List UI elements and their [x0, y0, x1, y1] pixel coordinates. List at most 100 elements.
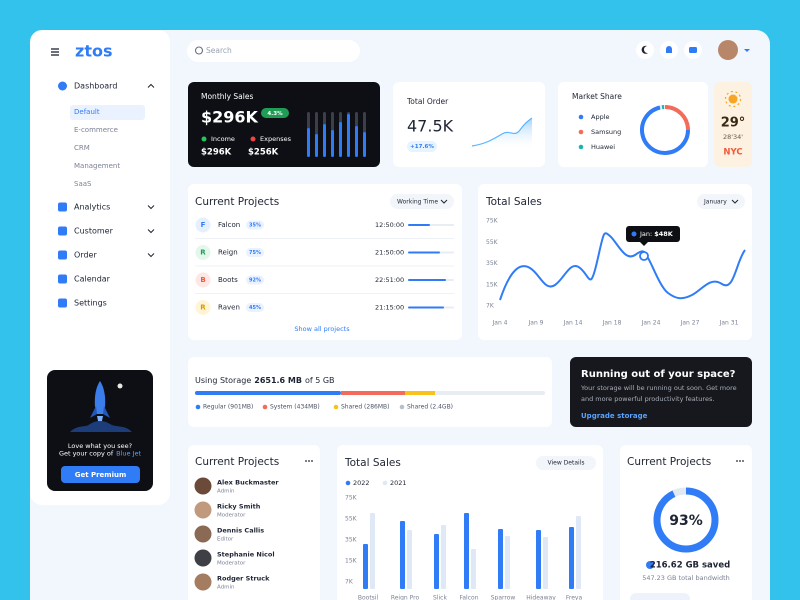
mini-bar	[307, 128, 310, 157]
dot	[736, 460, 738, 462]
progress-fill	[408, 306, 444, 309]
menu-icon	[58, 274, 67, 284]
filter-chevron	[440, 199, 448, 204]
working-time-filter[interactable]	[390, 194, 454, 209]
bar-2022	[464, 513, 469, 589]
button-label[interactable]: Get Premium	[75, 471, 127, 479]
mini-bars	[307, 112, 366, 157]
search-placeholder[interactable]: Search	[206, 46, 232, 55]
progress-fill	[408, 279, 446, 281]
legend-label: Samsung	[591, 128, 621, 136]
menu-icon	[58, 81, 67, 91]
clouds	[70, 421, 132, 432]
card-title: Current Projects	[627, 456, 711, 468]
y-tick-label: 15K	[345, 558, 358, 565]
view-details-button[interactable]	[536, 456, 596, 470]
member-role: Moderator	[217, 561, 246, 567]
theme-button[interactable]	[636, 41, 654, 59]
project-icon	[195, 217, 211, 233]
progress-fill	[408, 224, 430, 226]
project-percent: 75%	[249, 250, 261, 256]
member-role: Admin	[217, 489, 235, 495]
share-ring-apple	[640, 105, 690, 155]
bandwidth-card	[620, 445, 752, 600]
active-item-bg	[70, 105, 145, 120]
label: Monthly Sales	[201, 92, 253, 101]
dot	[739, 460, 741, 462]
bar-2022	[363, 544, 368, 589]
storage-shared	[405, 391, 435, 395]
project-name: Reign	[218, 249, 238, 257]
member-avatar	[194, 525, 212, 543]
menu-icon	[58, 250, 67, 260]
legend-dot	[195, 404, 201, 410]
legend-label: Shared (286MB)	[341, 404, 389, 411]
metric-value: 47.5K	[407, 117, 454, 136]
legend-dot	[578, 114, 584, 120]
y-tick-label: 35K	[486, 260, 499, 267]
card-title: Total Sales	[485, 196, 542, 208]
project-initial: R	[200, 249, 206, 257]
project-time: 21:15:00	[375, 304, 404, 312]
check-icon	[646, 561, 654, 569]
search-icon	[194, 46, 204, 55]
order-sparkline	[471, 117, 533, 147]
link[interactable]: Upgrade storage	[581, 412, 648, 420]
link[interactable]: Show all projects	[294, 325, 350, 333]
project-icon	[195, 272, 211, 288]
sales-bars	[363, 513, 581, 589]
legend-dot	[399, 404, 405, 410]
market-share-card	[558, 82, 708, 167]
menu-item[interactable]: Customer	[74, 227, 114, 236]
submenu-item[interactable]: CRM	[74, 144, 90, 152]
sun-icon	[728, 94, 738, 104]
promo-text: Love what you see?	[68, 442, 132, 450]
mini-bar	[315, 134, 318, 157]
x-tick-label: Jan 31	[719, 320, 739, 327]
submenu-item[interactable]: Default	[74, 108, 100, 116]
bar-2021	[505, 536, 510, 589]
message-icon	[689, 47, 697, 53]
upgrade-title: Running out of your space?	[581, 369, 736, 380]
tooltip-dot	[631, 231, 637, 237]
mini-bar	[363, 132, 366, 157]
promo-text: Get your copy of Blue Jet	[59, 450, 142, 458]
month-filter[interactable]	[697, 194, 745, 209]
menu-item[interactable]: Calendar	[74, 275, 111, 284]
search-box[interactable]	[187, 40, 360, 62]
hover-point[interactable]	[639, 251, 649, 261]
storage-text: Using Storage	[195, 376, 251, 385]
menu-item[interactable]: Dashboard	[74, 82, 117, 91]
submenu-item[interactable]: SaaS	[74, 180, 92, 188]
user-menu-caret[interactable]	[744, 49, 750, 52]
more-menus[interactable]	[305, 460, 744, 462]
x-tick-label: Jan 4	[492, 320, 508, 327]
share-ring-samsung	[664, 105, 690, 131]
hamburger-icon[interactable]	[51, 48, 59, 56]
bar-2022	[569, 527, 574, 589]
y-tick-label: 15K	[486, 281, 499, 288]
submenu-item[interactable]: Management	[74, 162, 120, 170]
user-avatar[interactable]	[718, 40, 738, 60]
filter-label[interactable]: January	[703, 199, 727, 206]
menu-item[interactable]: Analytics	[74, 203, 110, 212]
storage-system	[341, 391, 405, 395]
menu-item[interactable]: Order	[74, 251, 97, 260]
x-tick-label: Sparrow	[491, 595, 516, 600]
y-tick-label: 55K	[486, 239, 499, 246]
member-role: Editor	[217, 537, 234, 543]
logo: ztos	[75, 42, 112, 61]
tooltip-value: $48K	[654, 230, 674, 238]
menu-item[interactable]: Settings	[74, 299, 107, 308]
submenu-item[interactable]: E-commerce	[74, 126, 118, 134]
premium-button[interactable]	[61, 466, 140, 483]
label: $256K	[248, 148, 279, 158]
project-percent: 35%	[249, 223, 261, 229]
filter-label[interactable]: Working Time	[397, 199, 438, 206]
x-tick-label: Jan 27	[680, 320, 700, 327]
button-label[interactable]: View Details	[548, 460, 585, 467]
mini-bar	[331, 130, 334, 157]
tooltip-arrow	[640, 242, 648, 246]
legend-label: Apple	[591, 113, 610, 121]
